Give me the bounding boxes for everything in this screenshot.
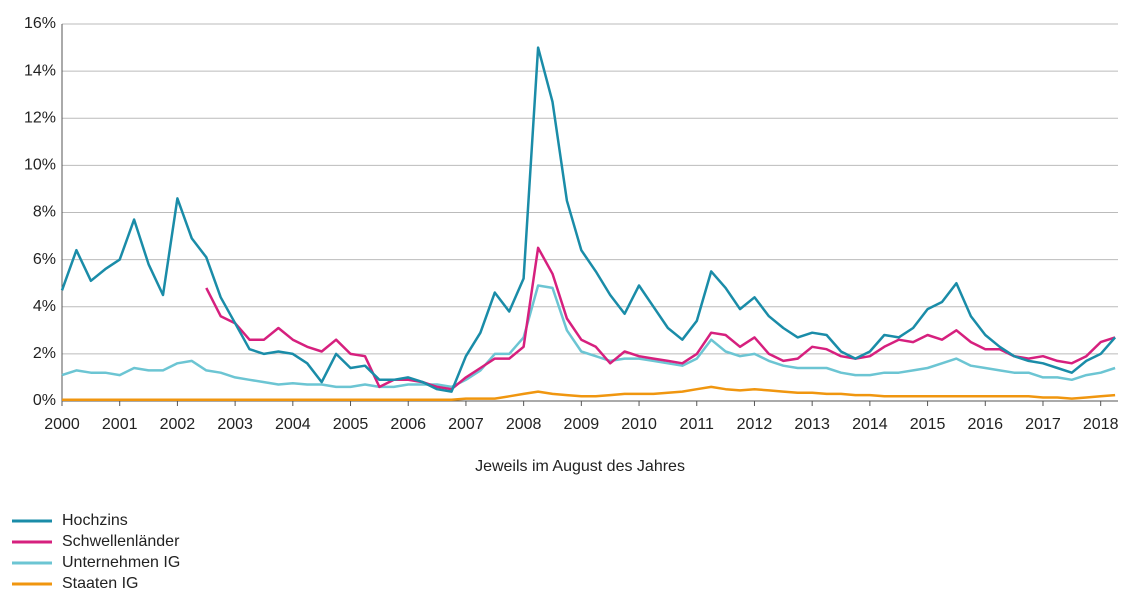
series-line — [61, 284, 1116, 389]
y-tick-label: 2% — [33, 345, 56, 362]
x-tick-label: 2016 — [967, 416, 1003, 433]
y-tick-label: 4% — [33, 298, 56, 315]
x-tick-label: 2018 — [1083, 416, 1119, 433]
x-tick-label: 2017 — [1025, 416, 1061, 433]
x-axis-label: Jeweils im August des Jahres — [475, 458, 685, 475]
x-tick-label: 2009 — [564, 416, 600, 433]
y-tick-label: 16% — [24, 15, 56, 32]
y-tick-label: 10% — [24, 157, 56, 174]
x-tick-label: 2011 — [680, 416, 715, 433]
x-tick-label: 2002 — [160, 416, 196, 433]
y-tick-label: 12% — [24, 109, 56, 126]
x-tick-label: 2005 — [333, 416, 369, 433]
series-line — [205, 246, 1116, 391]
y-tick-label: 6% — [33, 251, 56, 268]
x-tick-label: 2015 — [910, 416, 946, 433]
x-tick-label: 2006 — [390, 416, 426, 433]
x-tick-label: 2003 — [217, 416, 253, 433]
x-tick-label: 2001 — [102, 416, 138, 433]
legend-label: Schwellenländer — [62, 533, 180, 550]
series-line — [62, 385, 1116, 402]
y-tick-label: 0% — [33, 392, 56, 409]
y-tick-label: 14% — [24, 62, 56, 79]
legend-label: Staaten IG — [62, 575, 139, 592]
x-tick-label: 2008 — [506, 416, 542, 433]
x-tick-label: 2013 — [794, 416, 830, 433]
legend-label: Hochzins — [62, 512, 128, 529]
x-tick-label: 2000 — [44, 416, 80, 433]
y-tick-label: 8% — [33, 204, 56, 221]
series-line — [60, 46, 1117, 393]
x-tick-label: 2012 — [737, 416, 773, 433]
x-tick-label: 2010 — [621, 416, 657, 433]
legend-label: Unternehmen IG — [62, 554, 180, 571]
x-tick-label: 2004 — [275, 416, 311, 433]
x-tick-label: 2007 — [448, 416, 484, 433]
x-tick-label: 2014 — [852, 416, 888, 433]
